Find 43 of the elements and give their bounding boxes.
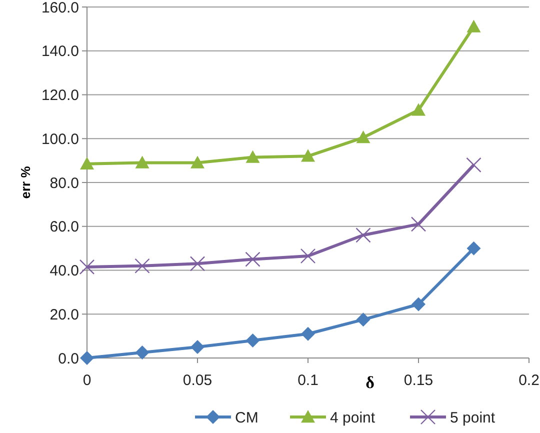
point <box>246 333 260 348</box>
x-tick-label: 0.2 <box>518 372 540 389</box>
y-tick-label: 120.0 <box>41 87 79 104</box>
y-tick-label: 100.0 <box>41 130 79 148</box>
point <box>80 156 94 170</box>
point <box>466 241 481 256</box>
x-tick-label: 0.1 <box>298 372 318 389</box>
x-tick-label: 0.15 <box>404 372 434 389</box>
point <box>356 130 370 144</box>
legend-label: 5 point <box>450 409 496 426</box>
point <box>80 351 94 365</box>
point <box>246 150 260 163</box>
y-axis-title: err % <box>18 166 33 199</box>
y-tick-label: 60.0 <box>50 218 79 236</box>
point <box>356 312 370 327</box>
y-tick-label: 40.0 <box>50 262 79 280</box>
y-tick-label: 160.0 <box>41 0 79 16</box>
x-tick-label: 0.05 <box>182 372 212 389</box>
point <box>190 340 204 354</box>
point <box>190 156 204 168</box>
point <box>245 252 260 267</box>
y-tick-label: 0.0 <box>58 350 79 368</box>
point <box>410 216 426 232</box>
point <box>301 326 315 341</box>
legend-label: 4 point <box>330 409 376 426</box>
point <box>412 103 426 116</box>
point <box>190 256 206 272</box>
point <box>466 20 481 32</box>
point <box>412 297 426 312</box>
point <box>300 248 316 264</box>
legend-label: CM <box>235 409 258 426</box>
y-tick-label: 140.0 <box>41 43 79 60</box>
point <box>135 346 150 360</box>
point <box>301 149 315 162</box>
point <box>134 258 150 274</box>
y-tick-label: 80.0 <box>50 174 79 192</box>
x-tick-label: 0 <box>82 372 92 389</box>
y-tick-label: 20.0 <box>50 306 79 324</box>
point <box>79 259 95 275</box>
point <box>466 157 482 173</box>
point <box>135 156 150 168</box>
x-axis-title: δ <box>366 373 375 392</box>
point <box>356 228 371 243</box>
